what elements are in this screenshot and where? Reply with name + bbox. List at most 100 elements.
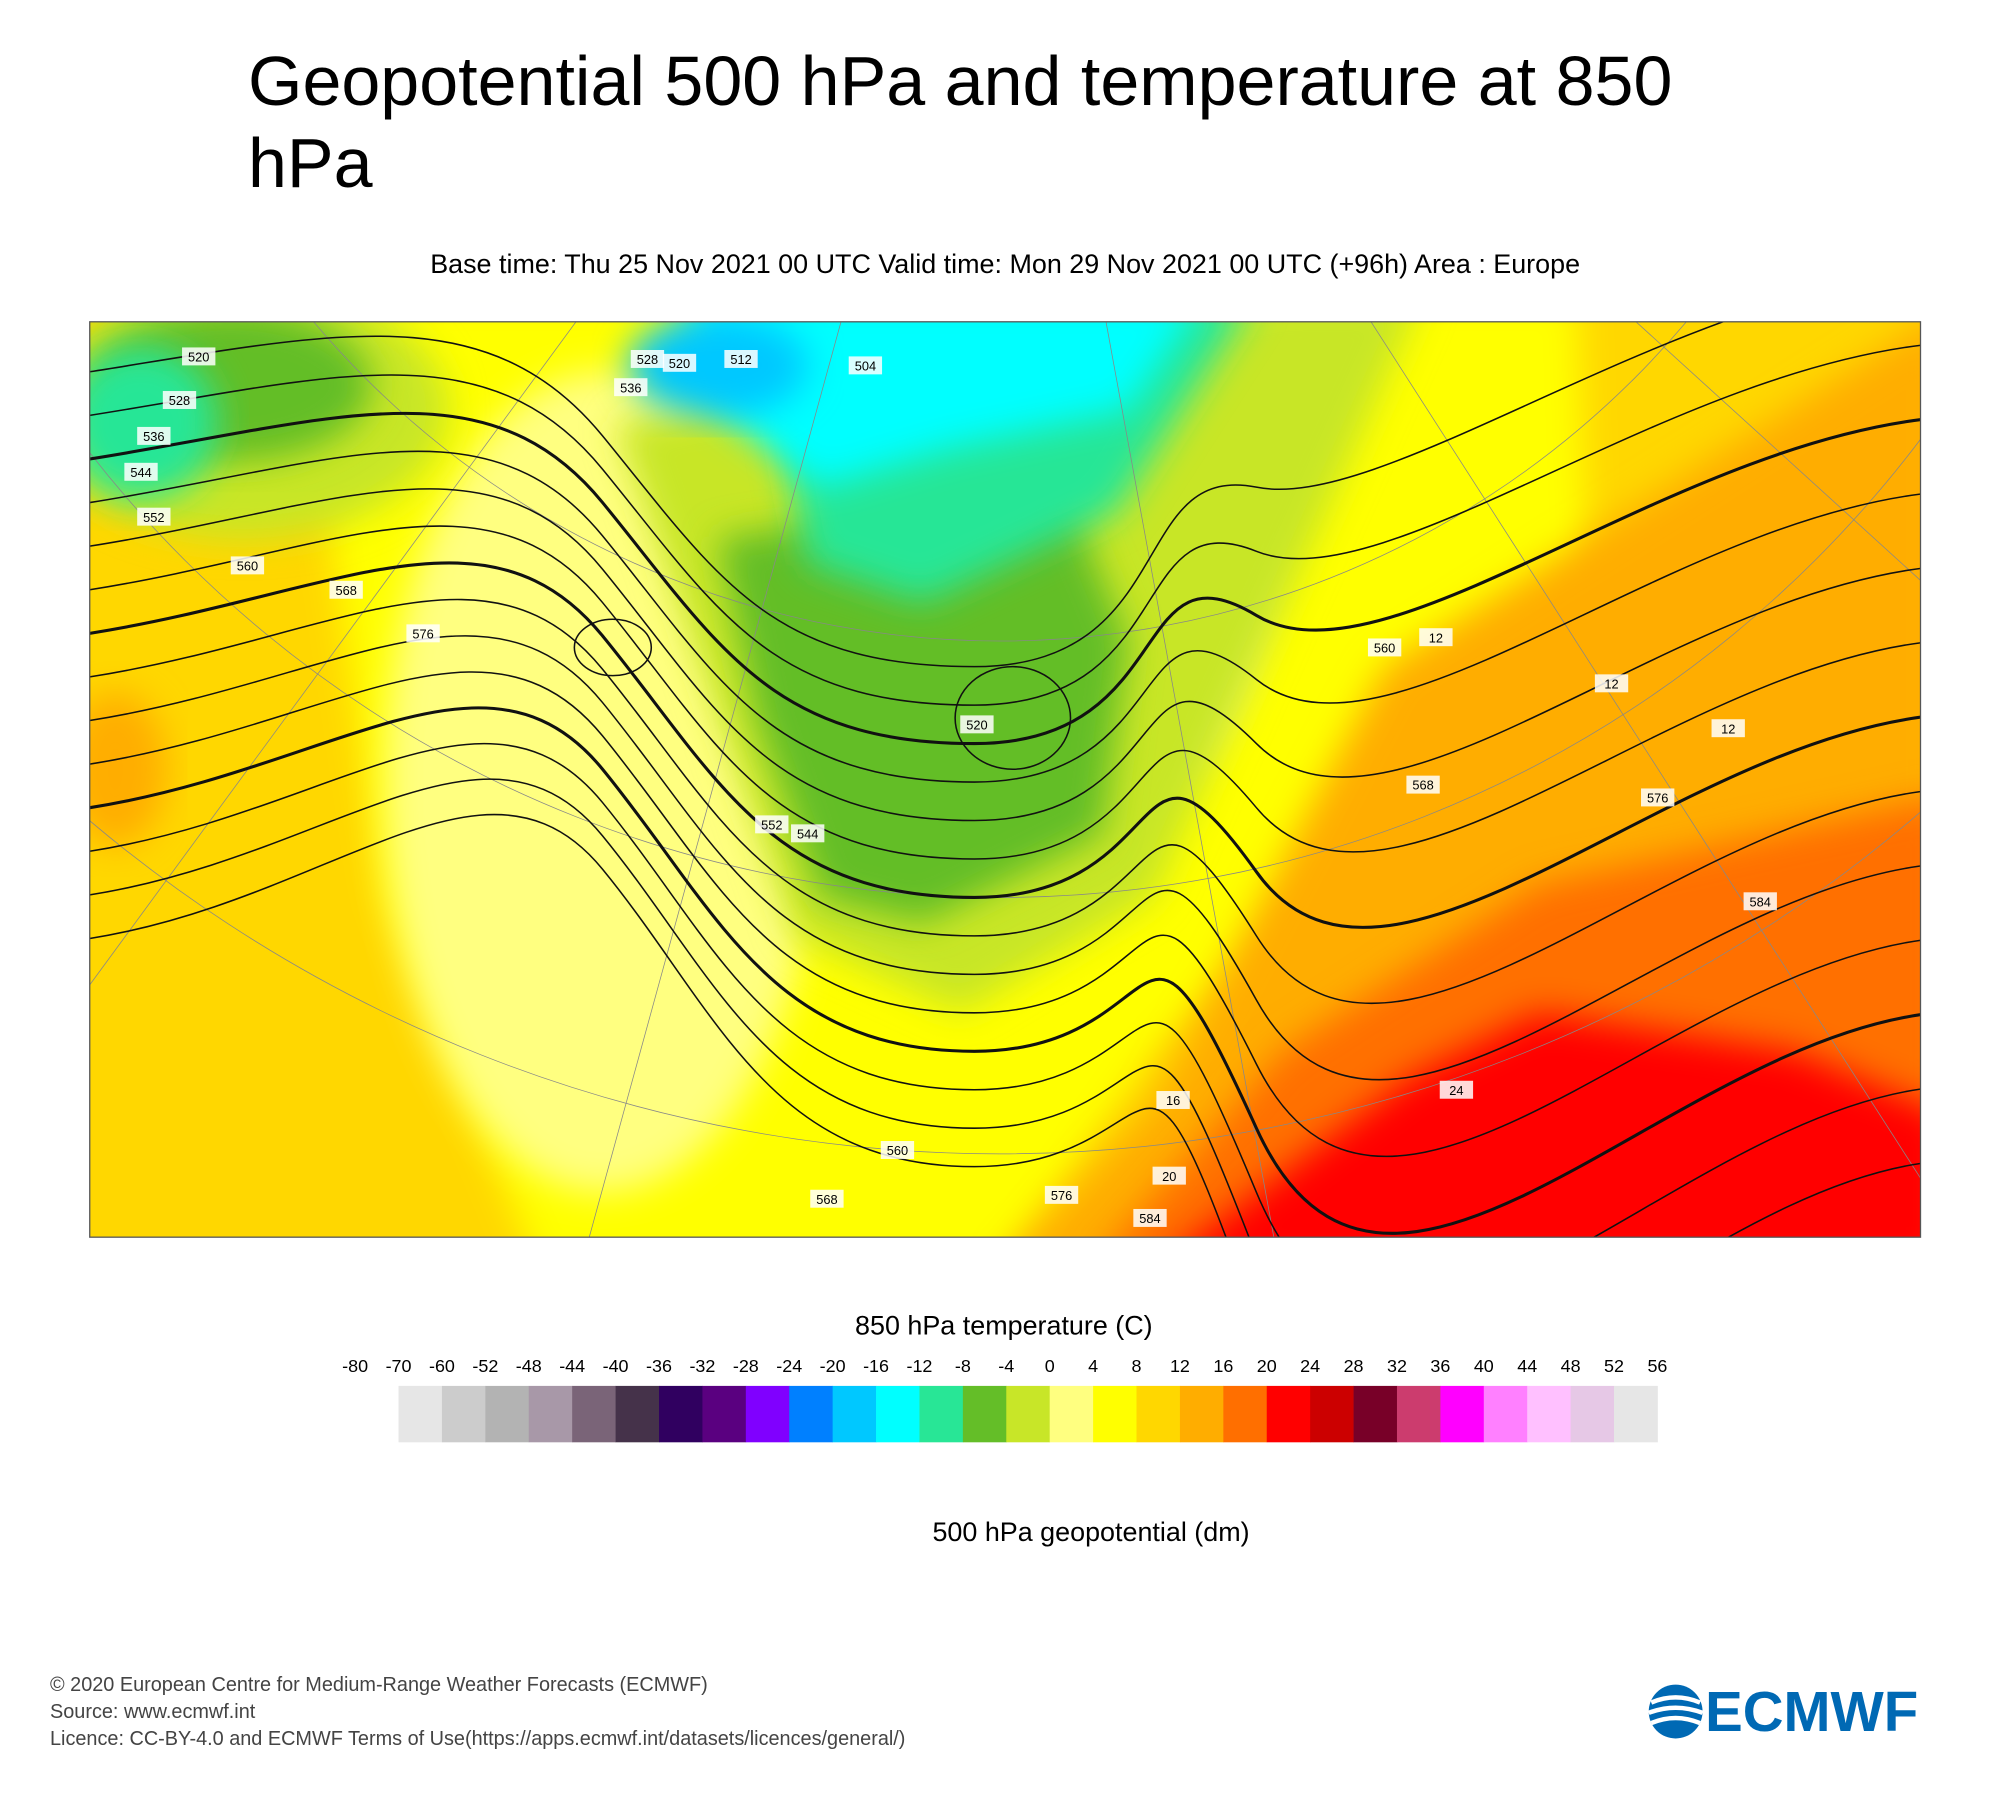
temperature-region [1196,1012,1921,1238]
colorbar-label: 44 [1517,1356,1537,1376]
colorbar-label: 28 [1344,1356,1364,1376]
legend-title: 850 hPa temperature (C) [855,1311,1153,1341]
graticule [1105,321,1275,1238]
contour-label: 24 [1449,1083,1463,1098]
contour-line [89,813,1227,1238]
colorbar-label: 12 [1170,1356,1190,1376]
contour-label-box [848,356,883,375]
temperature-region [89,692,167,847]
colorbar-box [832,1385,877,1443]
graticule [89,321,577,986]
contour-label: 576 [412,626,433,641]
colorbar-label: -28 [733,1356,759,1376]
contour-label: 552 [761,817,782,832]
contour-label-box [230,556,265,575]
contour-label: 12 [1721,721,1735,736]
contour-label-box [614,378,648,397]
contour-label: 568 [816,1192,837,1207]
colorbar-box [1223,1385,1268,1443]
contour-label-box [1367,638,1402,657]
colorbar-label: -4 [998,1356,1014,1376]
temperature-region [688,321,1188,488]
contour-line [89,742,1921,1238]
colorbar-label: 48 [1561,1356,1581,1376]
colorbar-label: -48 [516,1356,542,1376]
colorbar-label: -16 [863,1356,889,1376]
contour-label-box [630,350,665,368]
contour-label: 20 [1162,1169,1176,1184]
contour-label: 536 [620,380,641,395]
colorbar-box [919,1385,964,1443]
logo-text: ECMWF [1705,1680,1918,1743]
colorbar-box [745,1385,790,1443]
contour-label: 528 [637,352,658,367]
colorbar-box [1179,1385,1224,1443]
logo: ECMWF [1647,1680,1918,1743]
contour-line [89,488,1921,822]
contour-label: 520 [669,356,690,371]
colorbar-label: -24 [776,1356,802,1376]
colorbar-box [441,1385,486,1443]
contour-label: 568 [1412,778,1433,793]
logo-waves [1647,1695,1704,1726]
contour-line [89,411,1921,746]
graticule [1635,321,1921,581]
contour-line [89,778,1921,1238]
contour-label-box [1406,775,1440,794]
contour-label-box [880,1141,915,1159]
contour-label: 576 [1051,1188,1072,1203]
contour-label-box [1439,1080,1474,1099]
contour-label: 520 [966,717,987,732]
contour-label: 576 [1647,791,1668,806]
colorbar-label: 0 [1045,1356,1055,1376]
contour-label-box [1641,788,1675,807]
contour-label-box [755,815,789,834]
contour-label: 12 [1429,630,1443,645]
contour-line [89,344,1921,706]
colorbar: -80 -70 -60 -52 -48 -44 -40 -36 -32 -28 -24 -20 -16-… [342,1356,1667,1443]
contour-title: 500 hPa geopotential (dm) [932,1517,1249,1547]
colorbar-label: 4 [1088,1356,1098,1376]
graticule [313,321,1687,642]
colorbar-label: 8 [1132,1356,1142,1376]
colorbar-box [1266,1385,1311,1443]
title: Geopotential 500 hPa and temperature at … [248,42,1673,202]
colorbar-box [789,1385,834,1443]
colorbar-label: 52 [1604,1356,1624,1376]
contour-label-box [662,353,697,372]
colorbar-label: 40 [1474,1356,1494,1376]
contour-label: 520 [188,350,209,365]
contour-label: 584 [1750,894,1771,909]
colorbar-label: -44 [559,1356,585,1376]
colorbar-box [1093,1385,1137,1443]
temperature-region [628,321,808,417]
map-frame [89,321,1922,1238]
contour-line [89,671,1921,1158]
contour-label-box [1594,674,1629,693]
colorbar-box [485,1385,530,1443]
colorbar-label: -12 [906,1356,932,1376]
contour-label: 536 [143,429,164,444]
colorbar-label: -70 [386,1356,412,1376]
contour-label-box [1133,1208,1167,1227]
footer-line: Licence: CC-BY-4.0 and ECMWF Terms of Us… [50,1728,905,1750]
footer: © 2020 European Centre for Medium-Range … [50,1674,905,1750]
contour-label: 584 [1139,1211,1160,1226]
contour-line [89,561,1921,929]
colorbar-box [572,1385,616,1443]
contour-label-box [329,580,363,599]
contour-label: 12 [1604,676,1618,691]
colorbar-label: 56 [1647,1356,1667,1376]
colorbar-label: -60 [429,1356,455,1376]
contour-label-box [182,347,216,366]
contour-line [89,321,1726,668]
contour-label: 560 [237,559,258,574]
contour-label-box [406,624,440,643]
colorbar-label: -80 [342,1356,368,1376]
contour-label-box [1743,892,1777,911]
contour-label-box [137,426,171,445]
contour-line [89,706,1921,1235]
colorbar-label: 32 [1387,1356,1407,1376]
